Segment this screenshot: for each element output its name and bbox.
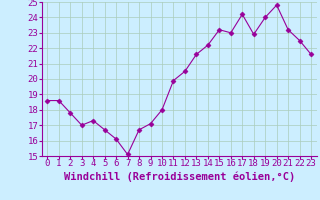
X-axis label: Windchill (Refroidissement éolien,°C): Windchill (Refroidissement éolien,°C) [64, 171, 295, 182]
